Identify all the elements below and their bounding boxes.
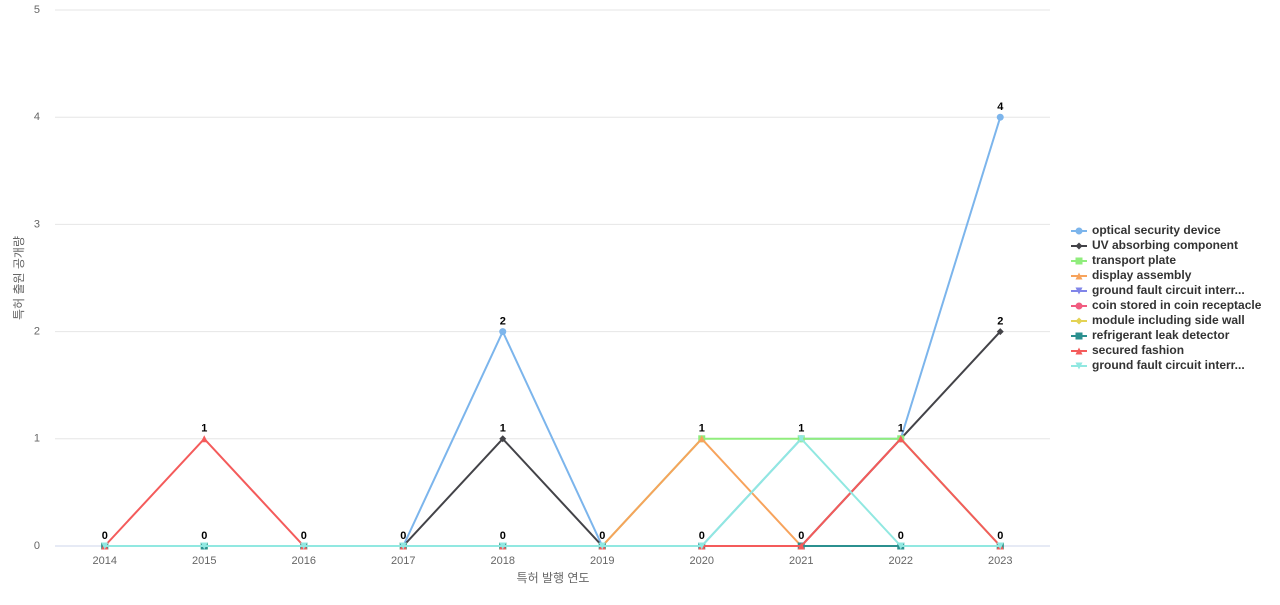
- series-line: [104, 437, 1001, 547]
- data-label: 0: [102, 530, 108, 542]
- y-tick-label: 4: [34, 111, 40, 123]
- data-label: 2: [500, 316, 506, 328]
- marker: [1075, 272, 1083, 280]
- legend-label: ground fault circuit interr...: [1092, 283, 1245, 297]
- data-label: 0: [898, 530, 904, 542]
- y-tick-label: 1: [34, 433, 40, 445]
- data-label: 0: [699, 530, 705, 542]
- marker: [797, 542, 805, 550]
- data-label: 1: [500, 423, 506, 435]
- marker: [996, 542, 1004, 550]
- marker: [101, 542, 109, 550]
- legend-label: secured fashion: [1092, 343, 1184, 357]
- marker: [797, 435, 805, 443]
- marker: [499, 328, 507, 336]
- x-tick-label: 2022: [889, 555, 913, 567]
- legend-label: coin stored in coin receptacle: [1092, 298, 1262, 312]
- marker: [499, 542, 507, 550]
- x-tick-label: 2020: [690, 555, 714, 567]
- legend-label: ground fault circuit interr...: [1092, 358, 1245, 372]
- marker: [897, 435, 905, 443]
- x-tick-label: 2016: [292, 555, 316, 567]
- x-tick-label: 2014: [93, 555, 117, 567]
- data-label: 0: [798, 530, 804, 542]
- marker: [1075, 362, 1083, 370]
- y-tick-label: 3: [34, 218, 40, 230]
- marker: [897, 542, 905, 550]
- marker: [1075, 332, 1083, 340]
- x-tick-label: 2023: [988, 555, 1012, 567]
- data-label: 0: [201, 530, 207, 542]
- marker: [698, 435, 706, 443]
- marker: [1075, 227, 1083, 235]
- marker: [300, 542, 308, 550]
- data-label: 0: [500, 530, 506, 542]
- marker: [996, 113, 1004, 121]
- marker: [200, 435, 208, 443]
- y-tick-label: 2: [34, 326, 40, 338]
- legend-label: UV absorbing component: [1092, 238, 1238, 252]
- marker: [996, 328, 1004, 336]
- marker: [399, 542, 407, 550]
- legend-label: display assembly: [1092, 268, 1192, 282]
- data-label: 4: [997, 101, 1004, 113]
- data-label: 0: [400, 530, 406, 542]
- marker: [1075, 257, 1083, 265]
- marker: [698, 542, 706, 550]
- marker: [499, 435, 507, 443]
- x-axis-title: 특허 발행 연도: [517, 570, 590, 585]
- x-tick-label: 2018: [491, 555, 515, 567]
- y-axis-title: 특허 출원 공개량: [12, 236, 26, 320]
- legend-label: transport plate: [1092, 253, 1176, 267]
- marker: [598, 542, 606, 550]
- legend-label: refrigerant leak detector: [1092, 328, 1230, 342]
- x-tick-label: 2015: [192, 555, 216, 567]
- marker: [1075, 347, 1083, 355]
- data-label: 1: [699, 423, 705, 435]
- data-label: 0: [599, 530, 605, 542]
- legend-label: module including side wall: [1092, 313, 1245, 327]
- data-label: 1: [798, 423, 804, 435]
- x-tick-label: 2021: [789, 555, 813, 567]
- x-tick-label: 2017: [391, 555, 415, 567]
- data-label: 1: [201, 423, 207, 435]
- x-tick-label: 2019: [590, 555, 614, 567]
- data-label: 1: [898, 423, 904, 435]
- y-tick-label: 0: [34, 540, 40, 552]
- legend-label: optical security device: [1092, 223, 1221, 237]
- data-label: 2: [997, 316, 1003, 328]
- marker: [200, 542, 208, 550]
- marker: [1075, 317, 1083, 325]
- data-label: 0: [301, 530, 307, 542]
- marker: [1075, 242, 1083, 250]
- marker: [1075, 302, 1083, 310]
- data-label: 0: [997, 530, 1003, 542]
- marker: [1075, 287, 1083, 295]
- y-tick-label: 5: [34, 4, 40, 16]
